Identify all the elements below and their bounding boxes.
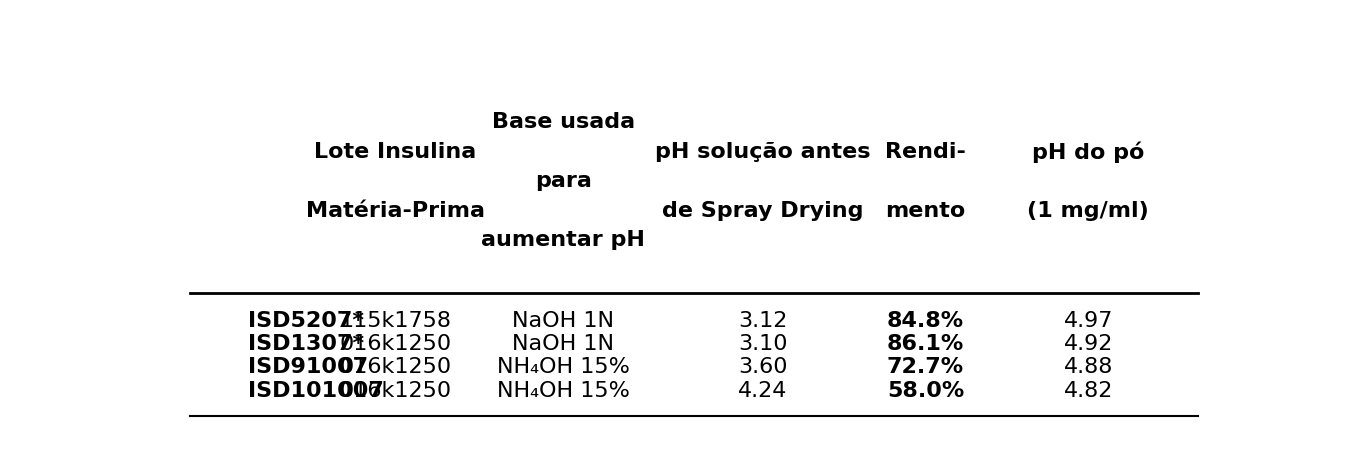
Text: 4.82: 4.82 <box>1064 380 1112 400</box>
Text: 72.7%: 72.7% <box>888 357 963 377</box>
Text: 4.97: 4.97 <box>1064 310 1112 330</box>
Text: de Spray Drying: de Spray Drying <box>663 200 863 220</box>
Text: 016k1250: 016k1250 <box>339 333 451 353</box>
Text: 016k1250: 016k1250 <box>339 380 451 400</box>
Text: pH do pó: pH do pó <box>1033 141 1145 162</box>
Text: 3.60: 3.60 <box>738 357 787 377</box>
Text: NaOH 1N: NaOH 1N <box>512 310 614 330</box>
Text: 016k1250: 016k1250 <box>339 357 451 377</box>
Text: ISD101007: ISD101007 <box>248 380 383 400</box>
Text: 4.88: 4.88 <box>1064 357 1112 377</box>
Text: NH₄OH 15%: NH₄OH 15% <box>497 357 630 377</box>
Text: 4.92: 4.92 <box>1064 333 1112 353</box>
Text: Lote Insulina: Lote Insulina <box>314 141 476 161</box>
Text: 3.10: 3.10 <box>738 333 787 353</box>
Text: 84.8%: 84.8% <box>888 310 963 330</box>
Text: pH solução antes: pH solução antes <box>654 141 870 161</box>
Text: NH₄OH 15%: NH₄OH 15% <box>497 380 630 400</box>
Text: aumentar pH: aumentar pH <box>481 229 645 249</box>
Text: (1 mg/ml): (1 mg/ml) <box>1027 200 1149 220</box>
Text: Rendi-: Rendi- <box>885 141 966 161</box>
Text: Matéria-Prima: Matéria-Prima <box>306 200 485 220</box>
Text: Base usada: Base usada <box>492 112 634 132</box>
Text: 3.12: 3.12 <box>738 310 787 330</box>
Text: ISD5207*: ISD5207* <box>248 310 364 330</box>
Text: 86.1%: 86.1% <box>886 333 965 353</box>
Text: ISD91007: ISD91007 <box>248 357 369 377</box>
Text: para: para <box>535 171 592 191</box>
Text: ISD1307*: ISD1307* <box>248 333 364 353</box>
Text: 58.0%: 58.0% <box>886 380 965 400</box>
Text: 4.24: 4.24 <box>738 380 787 400</box>
Text: mento: mento <box>885 200 966 220</box>
Text: 115k1758: 115k1758 <box>339 310 451 330</box>
Text: NaOH 1N: NaOH 1N <box>512 333 614 353</box>
